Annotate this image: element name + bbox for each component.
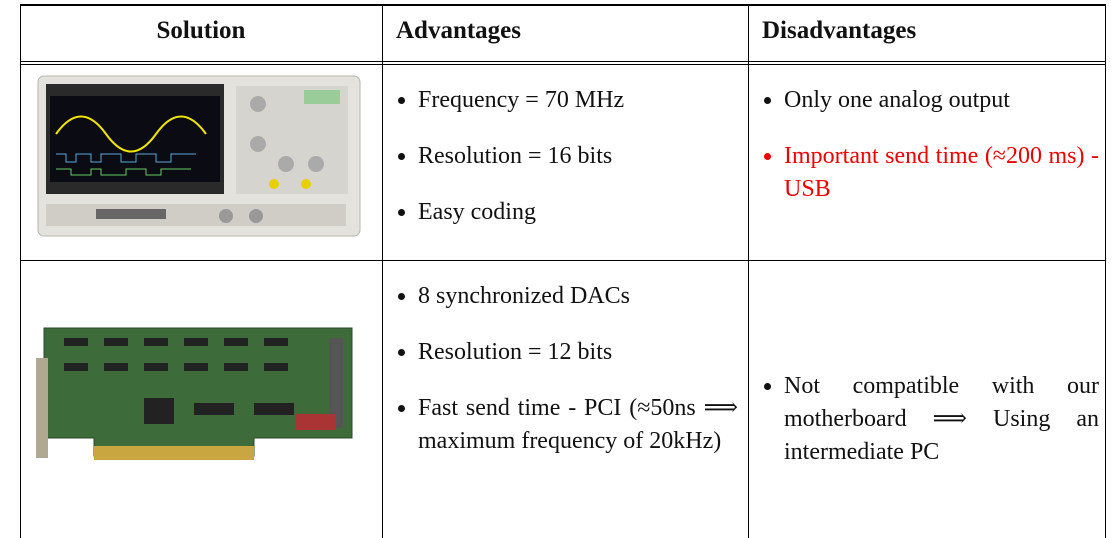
pci-card-image: [36, 327, 353, 460]
bullet-item: Fast send time - PCI (≈50ns ⟹ maximum fr…: [418, 392, 738, 458]
oscilloscope-image: [37, 75, 361, 237]
rule: [20, 4, 1106, 6]
rule: [20, 61, 1106, 62]
rule: [748, 4, 749, 538]
bullet-item: Resolution = 12 bits: [418, 336, 738, 369]
bullet-item: Easy coding: [418, 196, 738, 229]
rule: [20, 64, 1106, 65]
header-cell: Disadvantages: [762, 17, 917, 44]
bullet-item: Important send time (≈200 ms) - USB: [784, 140, 1099, 206]
cell: Frequency = 70 MHz Resolution = 16 bits Ea…: [388, 84, 738, 252]
bullet-item: Frequency = 70 MHz: [418, 84, 738, 117]
cell: Only one analog output Important send tim…: [754, 84, 1099, 229]
rule: [382, 4, 383, 538]
cell: Not compatible with our motherboard ⟹ Us…: [754, 370, 1099, 492]
rule: [20, 4, 21, 538]
bullet-item: Not compatible with our motherboard ⟹ Us…: [784, 370, 1099, 469]
bullet-item: Only one analog output: [784, 84, 1099, 117]
header-cell: Advantages: [396, 17, 522, 44]
cell: 8 synchronized DACs Resolution = 12 bits F…: [388, 280, 738, 481]
rule: [1105, 4, 1106, 538]
bullet-item: 8 synchronized DACs: [418, 280, 738, 313]
bullet-item: Resolution = 16 bits: [418, 140, 738, 173]
rule: [20, 260, 1106, 261]
header-cell: Solution: [156, 17, 246, 44]
